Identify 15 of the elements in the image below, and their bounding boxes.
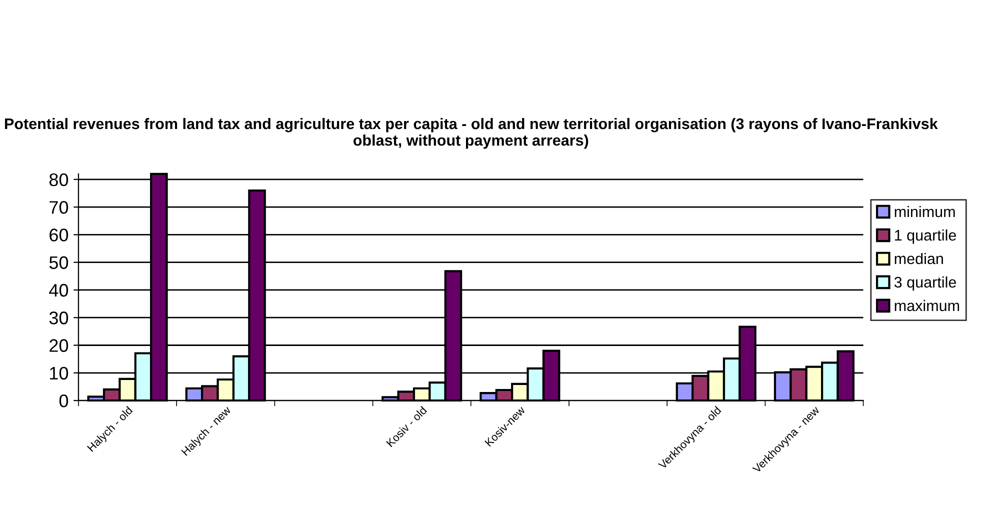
y-tick-label: 20 bbox=[50, 339, 68, 352]
legend-label: 3 quartile bbox=[894, 276, 956, 291]
y-tick-label: 70 bbox=[50, 201, 68, 214]
y-tick-label: 40 bbox=[49, 284, 68, 297]
y-tick-label: 30 bbox=[49, 312, 68, 324]
chart-title: Potential revenues from land tax and agriculture tax per capita - old and new territorial organisation (3 rayons of Ivano-Frankivsk oblast, without payment arrears) bbox=[5, 118, 938, 149]
legend-label: median bbox=[894, 252, 943, 264]
y-tick-label: 50 bbox=[49, 256, 68, 270]
legend-label: maximum bbox=[894, 300, 960, 312]
y-tick-label: 0 bbox=[59, 394, 68, 408]
y-tick-label: 80 bbox=[49, 173, 68, 186]
legend-label: minimum bbox=[894, 206, 955, 218]
y-tick-label: 10 bbox=[50, 366, 68, 380]
legend-label: 1 quartile bbox=[895, 229, 956, 244]
y-tick-label: 60 bbox=[50, 228, 68, 242]
